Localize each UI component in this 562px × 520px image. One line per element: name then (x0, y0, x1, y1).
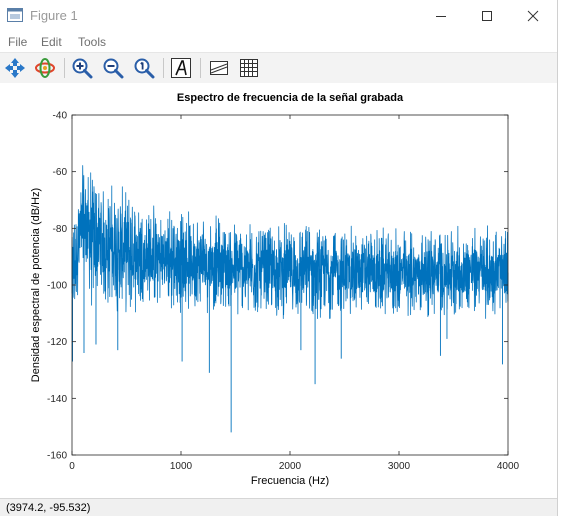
title-bar[interactable]: Figure 1 (0, 0, 557, 32)
grid-icon (240, 59, 258, 77)
spectrum-chart[interactable]: Espectro de frecuencia de la señal graba… (0, 83, 557, 496)
insert-text-button[interactable] (168, 55, 194, 81)
window-bottom-edge (0, 516, 562, 520)
x-tick-label: 2000 (279, 461, 302, 472)
rotate-3d-button[interactable] (32, 55, 58, 81)
tick-layer: 0 1000 2000 3000 4000 -40 -60 -80 -100 -120 -140 -1… (47, 111, 520, 473)
status-bar: (3974.2, -95.532) (0, 498, 557, 517)
insert-legend-button[interactable] (206, 55, 232, 81)
reset-view-button[interactable] (131, 55, 157, 81)
y-tick-label: -100 (47, 281, 67, 292)
pan-button[interactable] (2, 55, 28, 81)
y-tick-label: -40 (53, 111, 68, 122)
spectrum-trace (71, 165, 509, 319)
rotate-3d-icon (35, 58, 55, 78)
zoom-out-button[interactable] (100, 55, 126, 81)
figure-canvas[interactable]: Espectro de frecuencia de la señal graba… (0, 83, 557, 496)
toolbar-separator (64, 58, 65, 78)
zoom-in-button[interactable] (69, 55, 95, 81)
x-tick-label: 1000 (170, 461, 193, 472)
maximize-icon (482, 11, 492, 21)
legend-icon (210, 61, 228, 75)
y-tick-label: -140 (47, 394, 67, 405)
y-tick-label: -60 (53, 167, 68, 178)
chart-title: Espectro de frecuencia de la señal graba… (177, 92, 404, 104)
menu-edit[interactable]: Edit (41, 35, 62, 49)
close-button[interactable] (510, 0, 556, 32)
x-tick-label: 4000 (497, 461, 520, 472)
x-axis-label: Frecuencia (Hz) (251, 475, 329, 487)
y-tick-label: -120 (47, 337, 67, 348)
y-tick-label: -80 (53, 224, 68, 235)
y-axis-label: Densidad espectral de potencia (dB/Hz) (30, 188, 42, 382)
x-tick-label: 3000 (388, 461, 411, 472)
reset-view-icon (134, 58, 155, 79)
zoom-in-icon (72, 58, 93, 79)
toolbar-separator (163, 58, 164, 78)
close-icon (527, 10, 539, 22)
menu-bar: File Edit Tools (0, 32, 557, 52)
x-tick-label: 0 (69, 461, 75, 472)
minimize-button[interactable] (418, 0, 464, 32)
toggle-grid-button[interactable] (236, 55, 262, 81)
toolbar (0, 52, 557, 84)
maximize-button[interactable] (464, 0, 510, 32)
figure-window-icon (7, 8, 23, 22)
menu-file[interactable]: File (8, 35, 28, 49)
pan-arrows-icon (5, 58, 25, 78)
italic-a-text-icon (171, 58, 191, 78)
menu-tools[interactable]: Tools (78, 35, 107, 49)
toolbar-separator (200, 58, 201, 78)
zoom-out-icon (103, 58, 124, 79)
window-title: Figure 1 (30, 8, 78, 23)
plot-layer (71, 165, 509, 433)
minimize-icon (436, 16, 446, 17)
cursor-coordinates: (3974.2, -95.532) (6, 502, 91, 514)
y-tick-label: -160 (47, 451, 67, 462)
